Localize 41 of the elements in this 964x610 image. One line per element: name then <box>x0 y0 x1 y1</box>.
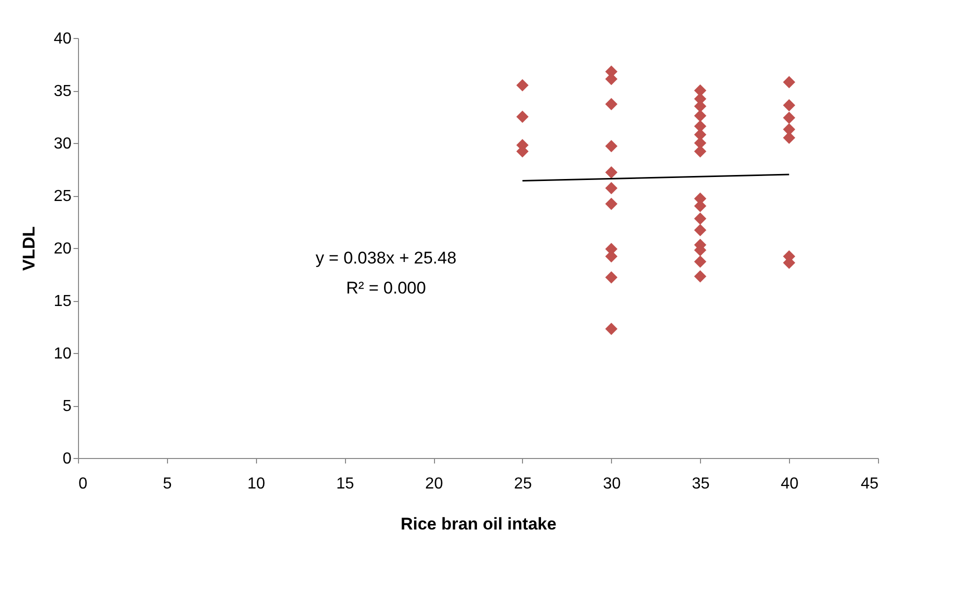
y-tick-label: 25 <box>54 188 72 205</box>
y-tick-label: 15 <box>54 293 72 310</box>
x-axis-title: Rice bran oil intake <box>400 514 556 534</box>
point <box>516 110 529 123</box>
x-tick-label: 20 <box>425 476 444 492</box>
y-tick-label: 30 <box>54 136 72 152</box>
y-tick-label: 0 <box>62 450 72 468</box>
point <box>516 79 529 92</box>
x-tick-label: 40 <box>780 476 799 492</box>
y-tick-label: 10 <box>54 346 72 362</box>
point <box>605 322 618 335</box>
annotation: R² = 0.000 <box>346 278 426 298</box>
point <box>605 271 618 284</box>
x-tick-label: 25 <box>514 476 532 492</box>
point <box>605 182 618 194</box>
x-tick-label: 5 <box>162 476 172 492</box>
x-tick-label: 30 <box>602 476 621 492</box>
y-tick-label: 5 <box>62 398 72 415</box>
point <box>782 76 796 88</box>
point <box>605 166 618 179</box>
x-tick-label: 15 <box>336 476 354 492</box>
y-tick-label: 40 <box>54 30 72 48</box>
point <box>694 224 706 236</box>
y-tick-label: 20 <box>54 240 72 258</box>
x-tick-label: 0 <box>78 476 88 492</box>
x-tick-label: 45 <box>860 476 879 492</box>
point <box>782 112 796 124</box>
point <box>782 123 796 136</box>
point <box>605 140 618 152</box>
point <box>694 110 706 122</box>
x-tick-label: 35 <box>692 476 710 492</box>
point <box>605 98 618 110</box>
point <box>605 198 618 210</box>
point <box>694 212 706 225</box>
x-tick-label: 10 <box>247 476 266 492</box>
point <box>694 256 706 268</box>
y-tick-label: 35 <box>54 83 72 100</box>
point <box>694 270 706 282</box>
point <box>782 99 796 112</box>
annotation: y = 0.038x + 25.48 <box>316 248 456 268</box>
y-axis-title: VLDL <box>20 226 39 271</box>
